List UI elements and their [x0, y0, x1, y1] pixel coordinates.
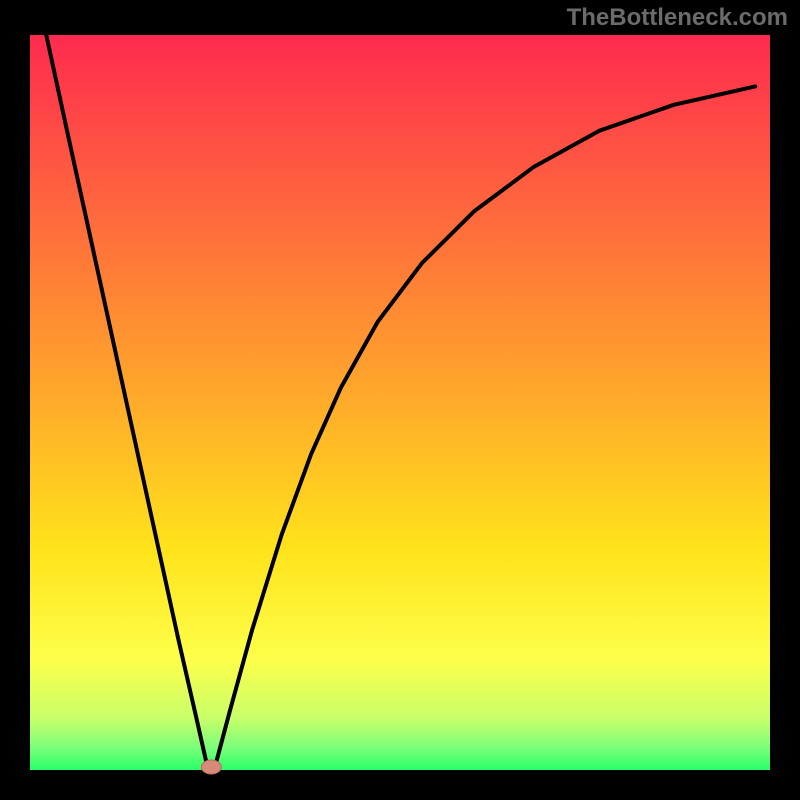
bottleneck-chart	[0, 0, 800, 800]
optimal-point-marker	[201, 760, 221, 774]
watermark-text: TheBottleneck.com	[567, 4, 788, 32]
chart-background	[30, 35, 770, 770]
chart-container: TheBottleneck.com	[0, 0, 800, 800]
